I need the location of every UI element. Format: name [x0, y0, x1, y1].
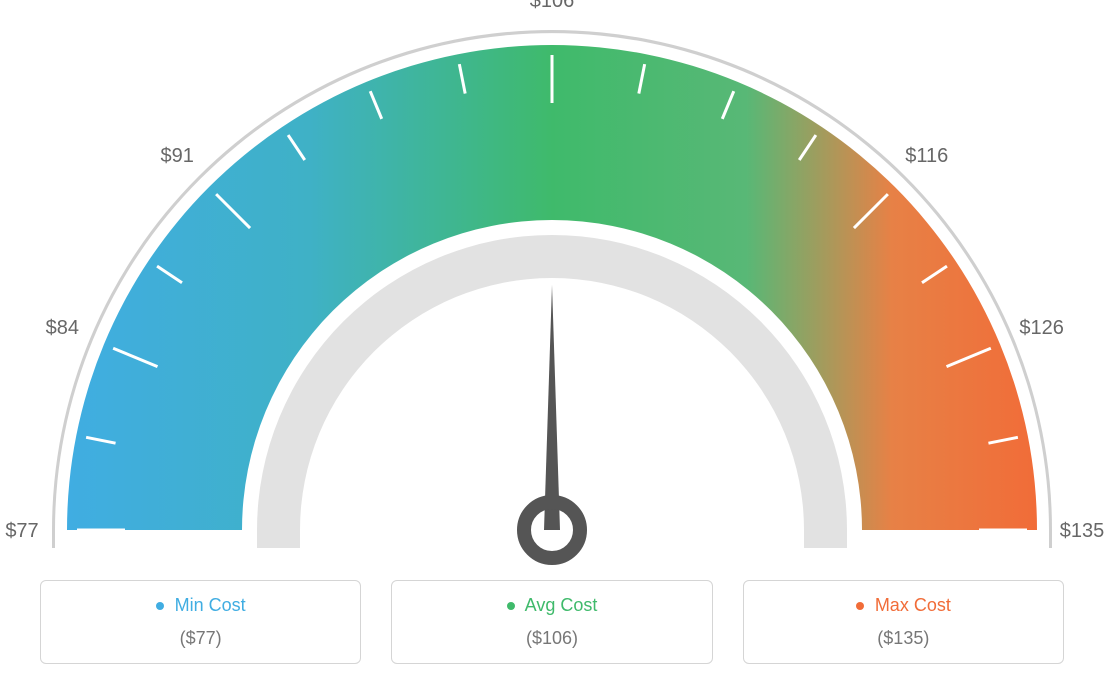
legend-min-label: Min Cost: [175, 595, 246, 615]
legend-max-title: Max Cost: [744, 595, 1063, 616]
legend-max-value: ($135): [744, 628, 1063, 649]
legend-max-label: Max Cost: [875, 595, 951, 615]
svg-text:$106: $106: [530, 0, 575, 12]
legend-avg-box: Avg Cost ($106): [391, 580, 712, 664]
gauge-chart: $77 $84 $91 $106 $116 $126 $135: [0, 0, 1104, 580]
legend-avg-value: ($106): [392, 628, 711, 649]
legend-max-bullet: [856, 602, 864, 610]
svg-text:$126: $126: [1019, 317, 1064, 339]
legend-min-value: ($77): [41, 628, 360, 649]
legend-min-title: Min Cost: [41, 595, 360, 616]
svg-text:$135: $135: [1060, 520, 1104, 542]
legend-avg-bullet: [507, 602, 515, 610]
svg-text:$116: $116: [905, 145, 948, 167]
legend-max-box: Max Cost ($135): [743, 580, 1064, 664]
legend-avg-label: Avg Cost: [525, 595, 598, 615]
cost-gauge-container: $77 $84 $91 $106 $116 $126 $135 Min Cost ($77)…: [0, 0, 1104, 690]
svg-text:$77: $77: [5, 520, 38, 542]
svg-text:$91: $91: [161, 145, 194, 167]
legend-area: Min Cost ($77) Avg Cost ($106) Max Cost …: [0, 580, 1104, 664]
legend-min-bullet: [156, 602, 164, 610]
legend-min-box: Min Cost ($77): [40, 580, 361, 664]
svg-text:$84: $84: [46, 317, 79, 339]
gauge-area: $77 $84 $91 $106 $116 $126 $135: [0, 0, 1104, 580]
legend-avg-title: Avg Cost: [392, 595, 711, 616]
